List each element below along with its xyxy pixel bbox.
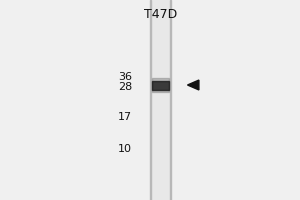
Bar	[151, 0, 170, 200]
Bar	[152, 78, 170, 92]
Polygon shape	[188, 80, 199, 90]
Text: 28: 28	[118, 82, 132, 92]
Text: 36: 36	[118, 72, 132, 82]
Text: 10: 10	[118, 144, 132, 154]
Bar	[152, 80, 169, 90]
Text: 17: 17	[118, 112, 132, 122]
Bar	[170, 0, 172, 200]
Text: T47D: T47D	[144, 7, 177, 21]
Bar	[150, 0, 151, 200]
